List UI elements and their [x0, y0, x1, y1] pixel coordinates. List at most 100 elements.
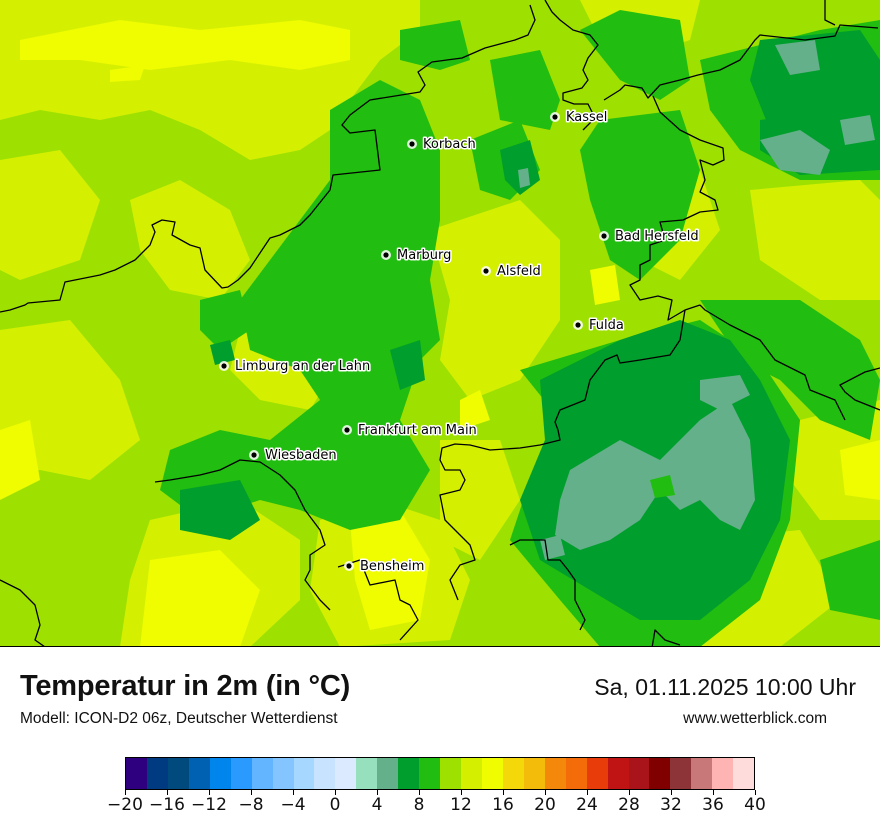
colorbar-ticks: −20 −16 −12 −8 −4 0 4 8 12 16 20 24 28 32 36 40 [107, 790, 766, 830]
city-dot-icon [552, 114, 558, 120]
colorbar-tick [712, 790, 714, 795]
colorbar-tick [544, 790, 546, 795]
city-label: Kassel [566, 110, 607, 125]
temp-band-14-16 [0, 20, 880, 646]
city-label: Marburg [397, 248, 451, 263]
colorbar-bin [607, 758, 629, 789]
website-url: www.wetterblick.com [683, 710, 827, 727]
colorbar-bin [649, 758, 671, 789]
city-dot-icon [383, 252, 389, 258]
colorbar-bin [251, 758, 273, 789]
colorbar-tick-label: −20 [107, 795, 143, 815]
colorbar-tick-label: 24 [576, 795, 598, 815]
city-label: Korbach [423, 137, 476, 152]
colorbar-tick-label: 32 [660, 795, 682, 815]
colorbar-bin [167, 758, 189, 789]
colorbar-bin [356, 758, 378, 789]
city-dot-icon [251, 452, 257, 458]
colorbar-bin [586, 758, 608, 789]
colorbar-bin [691, 758, 713, 789]
colorbar-bin [440, 758, 461, 789]
colorbar-tick [208, 790, 210, 795]
colorbar-tick [250, 790, 252, 795]
colorbar-tick [124, 790, 126, 795]
colorbar-bin [146, 758, 168, 789]
colorbar-bin [461, 758, 482, 789]
city-marker: Alsfeld [481, 263, 542, 281]
colorbar-tick-label: −4 [280, 795, 306, 815]
colorbar-tick-label: 16 [492, 795, 514, 815]
colorbar [125, 757, 755, 790]
city-marker: Marburg [381, 247, 453, 265]
temp-band-4-6 [518, 40, 875, 560]
colorbar-bin [314, 758, 336, 789]
colorbar-bin [293, 758, 315, 789]
colorbar-bin [481, 758, 503, 789]
colorbar-bin [272, 758, 294, 789]
colorbar-tick [754, 790, 756, 795]
colorbar-tick [376, 790, 378, 795]
model-source: Modell: ICON-D2 06z, Deutscher Wetterdie… [20, 710, 338, 727]
city-marker: Fulda [573, 317, 625, 335]
colorbar-bin [523, 758, 545, 789]
colorbar-bin [502, 758, 524, 789]
colorbar-tick-label: 8 [413, 795, 425, 815]
city-label: Wiesbaden [265, 448, 337, 463]
city-dot-icon [483, 268, 489, 274]
city-marker: Frankfurt am Main [342, 422, 478, 440]
city-label: Bad Hersfeld [615, 229, 699, 244]
colorbar-tick-label: 36 [702, 795, 724, 815]
city-marker: Limburg an der Lahn [219, 358, 372, 376]
colorbar-tick-label: 20 [534, 795, 556, 815]
colorbar-tick [334, 790, 336, 795]
city-marker: Korbach [407, 136, 477, 154]
city-marker: Bensheim [344, 558, 426, 576]
colorbar-tick-label: 12 [450, 795, 472, 815]
colorbar-bin [126, 758, 147, 789]
colorbar-tick-label: −16 [149, 795, 185, 815]
city-markers: Kassel Korbach Bad Hersfeld Marburg Alsfeld F… [219, 109, 700, 576]
colorbar-tick [502, 790, 504, 795]
map-canvas: Kassel Korbach Bad Hersfeld Marburg Alsfeld F… [0, 0, 880, 646]
colorbar-bin [565, 758, 587, 789]
temperature-map: Kassel Korbach Bad Hersfeld Marburg Alsfeld F… [0, 0, 880, 647]
colorbar-tick-label: 0 [329, 795, 341, 815]
colorbar-tick [292, 790, 294, 795]
colorbar-bin [670, 758, 692, 789]
city-label: Frankfurt am Main [358, 423, 477, 438]
colorbar-bin [398, 758, 420, 789]
colorbar-bin [209, 758, 231, 789]
valid-datetime: Sa, 01.11.2025 10:00 Uhr [594, 674, 856, 700]
city-marker: Kassel [550, 109, 609, 127]
city-dot-icon [221, 363, 227, 369]
colorbar-tick-label: 4 [371, 795, 383, 815]
city-dot-icon [575, 322, 581, 328]
colorbar-tick-label: 28 [618, 795, 640, 815]
colorbar-tick [628, 790, 630, 795]
border-lines [0, 0, 880, 646]
colorbar-bin [419, 758, 441, 789]
colorbar-bin [544, 758, 566, 789]
colorbar-bin [712, 758, 734, 789]
city-marker: Bad Hersfeld [599, 228, 700, 246]
colorbar-tick [166, 790, 168, 795]
chart-title: Temperatur in 2m (in °C) [20, 670, 351, 702]
colorbar-tick [670, 790, 672, 795]
city-dot-icon [344, 427, 350, 433]
colorbar-tick-label: 40 [744, 795, 766, 815]
city-dot-icon [346, 563, 352, 569]
colorbar-tick [418, 790, 420, 795]
colorbar-bin [188, 758, 210, 789]
colorbar-bin [628, 758, 650, 789]
colorbar-bin [733, 758, 755, 789]
colorbar-bin [377, 758, 399, 789]
city-label: Fulda [589, 318, 624, 333]
colorbar-tick-label: −8 [238, 795, 264, 815]
colorbar-tick [460, 790, 462, 795]
city-label: Bensheim [360, 559, 424, 574]
colorbar-tick-label: −12 [191, 795, 227, 815]
city-label: Limburg an der Lahn [235, 359, 370, 374]
city-dot-icon [601, 233, 607, 239]
city-marker: Wiesbaden [249, 447, 338, 465]
colorbar-tick [586, 790, 588, 795]
